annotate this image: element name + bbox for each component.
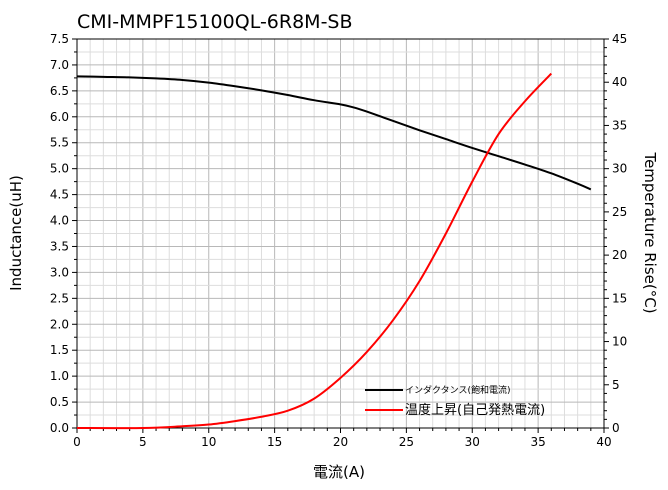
y-right-tick-label: 5 [612,378,620,392]
y-axis-left: 0.0 0.5 1.0 1.5 2.0 2.5 3.0 3.5 4.0 4.5 5.0 5.5 6.0 6… [50,32,77,435]
series-group [76,72,592,430]
x-tick-label: 5 [139,435,147,449]
y-left-tick-label: 4.5 [50,188,69,202]
y-right-tick-label: 20 [612,248,627,262]
y-left-tick-label: 6.5 [50,84,69,98]
y-axis-right: 0 5 10 15 20 25 30 35 40 45 [604,32,627,435]
y-left-tick-label: 1.0 [50,369,69,383]
y-left-tick-label: 5.0 [50,162,69,176]
y-left-tick-label: 0.5 [50,395,69,409]
y-left-tick-label: 4.0 [50,214,69,228]
y-right-tick-label: 15 [612,291,627,305]
x-tick-label: 30 [465,435,480,449]
y-right-tick-label: 30 [612,162,627,176]
series-line-temperature [76,72,553,430]
y-right-tick-label: 35 [612,118,627,132]
y-right-tick-label: 0 [612,421,620,435]
y-left-tick-label: 3.5 [50,239,69,253]
y-left-tick-label: 6.0 [50,110,69,124]
grid [76,38,605,429]
y-axis-right-label: Temperature Rise(°C) [641,151,659,313]
legend-label-temperature: 温度上昇(自己発熱電流) [405,402,545,418]
y-right-tick-label: 25 [612,205,627,219]
y-right-tick-label: 10 [612,335,627,349]
x-tick-label: 10 [201,435,216,449]
y-right-tick-label: 45 [612,32,627,46]
chart-title: CMI-MMPF15100QL-6R8M-SB [77,11,353,33]
legend: インダクタンス(飽和電流) 温度上昇(自己発熱電流) [365,384,545,418]
y-right-tick-label: 40 [612,75,627,89]
y-left-tick-label: 1.5 [50,343,69,357]
y-left-tick-label: 2.0 [50,317,69,331]
y-left-tick-label: 7.0 [50,58,69,72]
y-left-tick-label: 7.5 [50,32,69,46]
x-tick-label: 0 [73,435,81,449]
y-axis-left-label: Inductance(uH) [7,175,25,291]
x-axis-label: 電流(A) [313,463,365,481]
x-axis: 0 5 10 15 20 25 30 35 40 [73,428,612,449]
x-tick-label: 25 [399,435,414,449]
series-line-inductance [76,75,592,191]
y-left-tick-label: 0.0 [50,421,69,435]
x-tick-label: 15 [267,435,282,449]
y-left-tick-label: 2.5 [50,291,69,305]
x-tick-label: 35 [530,435,545,449]
x-tick-label: 20 [333,435,348,449]
y-left-tick-label: 3.0 [50,265,69,279]
legend-label-inductance: インダクタンス(飽和電流) [405,384,510,396]
x-tick-label: 40 [596,435,611,449]
y-left-tick-label: 5.5 [50,136,69,150]
